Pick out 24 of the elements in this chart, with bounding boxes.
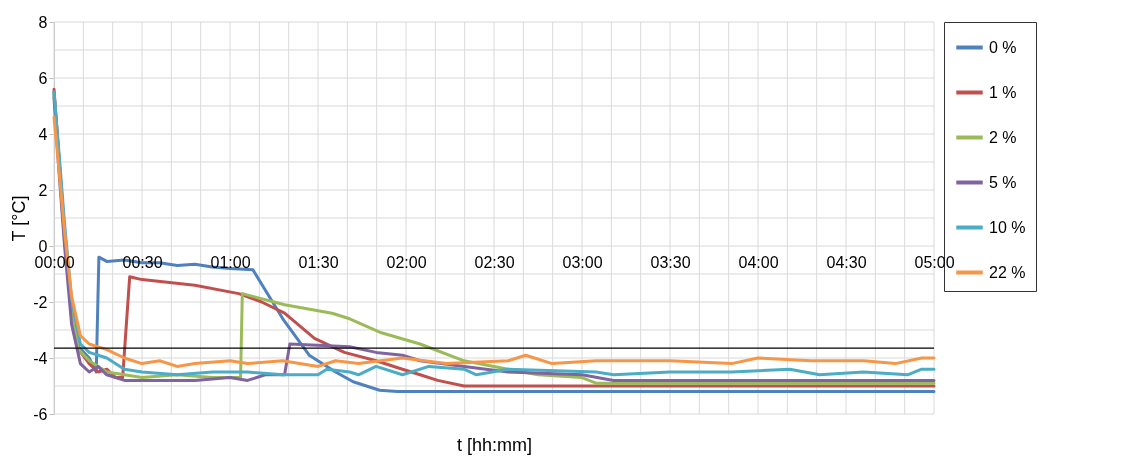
x-tick-label: 03:00 <box>562 253 603 271</box>
x-tick-label: 03:30 <box>650 253 691 271</box>
x-tick-label: 01:00 <box>210 253 251 271</box>
legend-label: 10 % <box>989 218 1026 236</box>
y-tick-label: 8 <box>38 13 48 31</box>
y-tick-label: 4 <box>38 125 48 143</box>
x-axis-title: t [hh:mm] <box>456 434 533 455</box>
x-tick-label: 04:30 <box>826 253 867 271</box>
y-axis-title: T [°C] <box>9 195 30 242</box>
legend-label: 2 % <box>989 128 1017 146</box>
x-tick-label: 04:00 <box>738 253 779 271</box>
x-tick-label: 02:00 <box>386 253 427 271</box>
x-tick-label: 02:30 <box>474 253 515 271</box>
y-tick-label: -4 <box>33 349 48 367</box>
y-tick-label: 0 <box>38 237 48 255</box>
legend-label: 5 % <box>989 173 1017 191</box>
legend-label: 1 % <box>989 83 1017 101</box>
legend-label: 22 % <box>989 263 1026 281</box>
legend-label: 0 % <box>989 38 1017 56</box>
x-tick-label: 01:30 <box>298 253 339 271</box>
y-tick-label: -2 <box>33 293 48 311</box>
y-tick-label: 2 <box>38 181 48 199</box>
y-tick-label: 6 <box>38 69 48 87</box>
y-tick-label: -6 <box>33 405 48 423</box>
